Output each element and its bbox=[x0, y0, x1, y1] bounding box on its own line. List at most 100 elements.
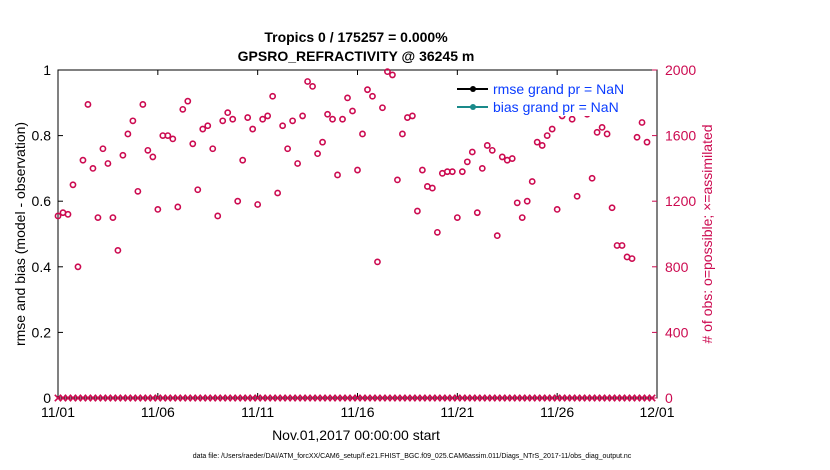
possible-obs-point bbox=[249, 125, 257, 133]
possible-obs-point bbox=[483, 142, 491, 149]
x-tick-label: 11/26 bbox=[540, 404, 574, 420]
y-tick-label: 0.8 bbox=[32, 128, 52, 144]
possible-obs-point bbox=[453, 214, 461, 221]
possible-obs-point bbox=[428, 184, 436, 192]
possible-obs-point bbox=[593, 128, 601, 136]
legend-marker-rmse bbox=[470, 86, 476, 92]
possible-obs-point bbox=[628, 255, 636, 262]
possible-obs-point bbox=[448, 168, 456, 176]
possible-obs-point bbox=[458, 168, 466, 176]
possible-obs-point bbox=[413, 207, 421, 215]
possible-obs-point bbox=[433, 228, 441, 236]
possible-obs-point bbox=[154, 205, 162, 213]
y-tick-label: 0.6 bbox=[32, 193, 52, 209]
possible-obs-point bbox=[264, 112, 272, 120]
y2-tick-label: 400 bbox=[665, 324, 689, 340]
possible-obs-point bbox=[344, 94, 351, 102]
possible-obs-point bbox=[184, 97, 192, 105]
possible-obs-point bbox=[314, 150, 321, 158]
possible-obs-point bbox=[139, 101, 147, 108]
possible-obs-point bbox=[354, 166, 361, 174]
possible-obs-point bbox=[369, 92, 376, 100]
possible-obs-point bbox=[643, 138, 651, 146]
y2-tick-label: 0 bbox=[665, 390, 673, 406]
plot-area bbox=[57, 69, 658, 399]
y-tick-label: 0.4 bbox=[32, 259, 52, 275]
possible-obs-point bbox=[189, 140, 197, 148]
possible-obs-point bbox=[553, 205, 561, 213]
possible-obs-point bbox=[254, 201, 262, 208]
x-axis-label: Nov.01,2017 00:00:00 start bbox=[272, 427, 440, 443]
possible-obs-point bbox=[409, 112, 416, 120]
possible-obs-point bbox=[418, 166, 426, 174]
possible-obs-point bbox=[284, 145, 292, 153]
possible-obs-point bbox=[89, 164, 97, 172]
x-tick-label: 11/11 bbox=[241, 404, 274, 420]
y2-tick-label: 1600 bbox=[665, 128, 696, 144]
legend-box bbox=[455, 80, 647, 116]
possible-obs-point bbox=[54, 212, 62, 220]
possible-obs-point bbox=[274, 189, 282, 197]
y-axis-right: 0 400 800 1200 1600 2000 bbox=[652, 62, 696, 406]
x-tick-label: 11/06 bbox=[141, 404, 175, 420]
possible-obs-point bbox=[518, 214, 526, 221]
possible-obs-point bbox=[289, 117, 297, 125]
possible-obs-point bbox=[384, 68, 391, 76]
possible-obs-point bbox=[603, 130, 611, 138]
possible-obs-point bbox=[633, 133, 641, 141]
possible-obs-point bbox=[129, 117, 137, 125]
possible-obs-point bbox=[324, 110, 331, 118]
legend-label-bias: bias grand pr = NaN bbox=[493, 99, 619, 115]
possible-obs-point bbox=[473, 209, 481, 217]
possible-obs-point bbox=[349, 107, 356, 115]
possible-obs-point bbox=[523, 197, 531, 205]
y-axis-label: rmse and bias (model - observation) bbox=[12, 122, 28, 346]
possible-obs-point bbox=[74, 263, 82, 271]
possible-obs-point bbox=[94, 214, 102, 221]
possible-obs-point bbox=[394, 176, 401, 184]
series-layer bbox=[54, 68, 656, 402]
possible-obs-point bbox=[209, 145, 217, 153]
chart-subtitle: GPSRO_REFRACTIVITY @ 36245 m bbox=[238, 48, 475, 64]
possible-obs-point bbox=[169, 135, 177, 143]
possible-obs-point bbox=[239, 156, 247, 164]
possible-obs-point bbox=[124, 130, 132, 138]
possible-obs-point bbox=[493, 232, 501, 240]
possible-obs-point bbox=[548, 125, 556, 133]
x-axis: 11/01 11/06 11/11 11/16 11/21 11/26 12/01 bbox=[41, 70, 675, 420]
possible-obs-point bbox=[279, 122, 287, 130]
possible-obs-point bbox=[234, 197, 242, 205]
possible-obs-point bbox=[309, 83, 316, 90]
possible-obs-point bbox=[533, 138, 541, 146]
possible-obs-point bbox=[488, 146, 496, 154]
x-tick-label: 11/21 bbox=[440, 404, 474, 420]
y2-axis-label: # of obs: o=possible; ×=assimilated bbox=[699, 124, 715, 343]
possible-obs-point bbox=[299, 112, 306, 120]
possible-obs-point bbox=[294, 160, 301, 167]
possible-obs-point bbox=[269, 92, 277, 100]
possible-obs-point bbox=[204, 122, 212, 130]
possible-obs-point bbox=[543, 132, 551, 139]
x-tick-label: 12/01 bbox=[639, 404, 674, 420]
y2-tick-label: 1200 bbox=[665, 193, 696, 209]
chart-title: Tropics 0 / 175257 = 0.000% bbox=[264, 29, 448, 45]
possible-obs-point bbox=[498, 153, 506, 161]
possible-obs-point bbox=[109, 214, 117, 221]
possible-obs-point bbox=[573, 192, 581, 200]
y-axis-left: 0 0.2 0.4 0.6 0.8 1 bbox=[32, 62, 63, 406]
possible-obs-point bbox=[329, 115, 336, 123]
possible-obs-point bbox=[79, 156, 87, 164]
legend-label-rmse: rmse grand pr = NaN bbox=[493, 81, 624, 97]
legend-marker-bias bbox=[470, 104, 476, 110]
y-tick-label: 0 bbox=[43, 390, 51, 406]
possible-obs-point bbox=[463, 158, 471, 166]
possible-obs-point bbox=[134, 187, 142, 195]
legend: rmse grand pr = NaN bias grand pr = NaN bbox=[455, 80, 647, 116]
possible-obs-point bbox=[618, 242, 626, 249]
possible-obs-point bbox=[64, 210, 72, 218]
possible-obs-point bbox=[468, 148, 476, 156]
possible-obs-point bbox=[374, 258, 381, 266]
possible-obs-point bbox=[508, 155, 516, 162]
x-tick-label: 11/16 bbox=[341, 404, 375, 420]
possible-obs-point bbox=[229, 115, 237, 123]
